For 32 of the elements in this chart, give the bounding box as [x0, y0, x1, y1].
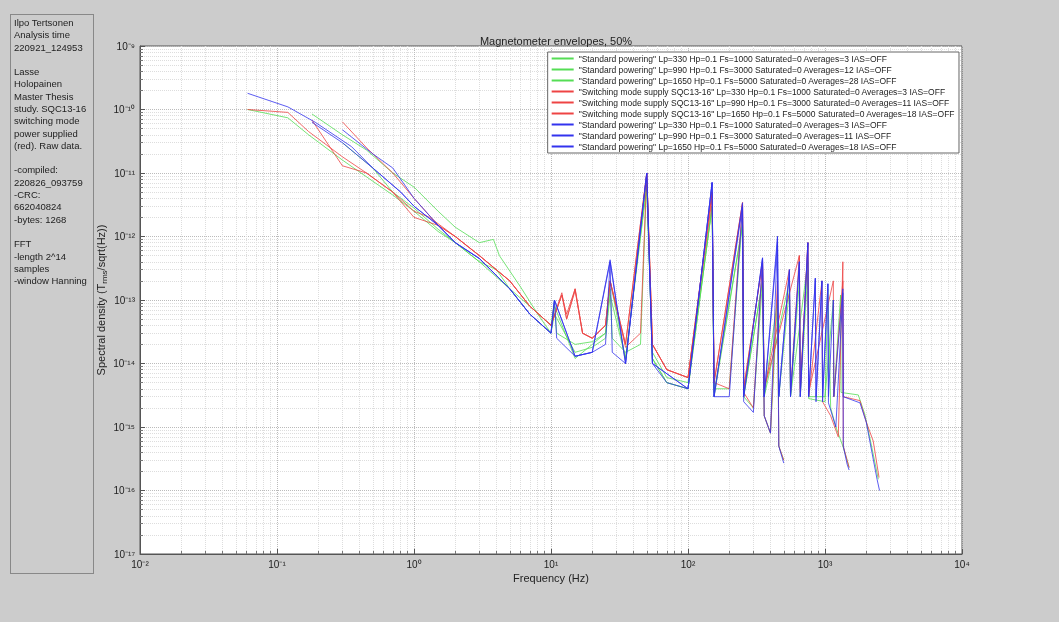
x-tick-label: 10² [680, 558, 696, 570]
x-tick-label: 10⁰ [406, 558, 422, 570]
y-tick-label: 10⁻¹⁶ [113, 485, 135, 496]
y-tick-label: 10⁻¹⁰ [113, 104, 135, 115]
x-tick-label: 10⁴ [954, 558, 970, 570]
text: FFT -length 2^14 samples -window Hanning [14, 238, 88, 288]
text: Ilpo Tertsonen Analysis time 220921_124953 [14, 17, 84, 55]
legend-label: "Standard powering" Lp=330 Hp=0.1 Fs=1000 Saturated=0 Averages=3 IAS=OFF [578, 119, 887, 130]
y-tick-label: 10⁻¹⁷ [113, 548, 136, 560]
legend-label: "Standard powering" Lp=990 Hp=0.1 Fs=3000 Saturated=0 Averages=11 IAS=OFF [578, 130, 892, 141]
legend-label: "Switching mode supply SQC13-16" Lp=330 Hp=0.1 Fs=1000 Saturated=0 Averages=3 IAS=OFF [578, 86, 946, 97]
y-tick-label: 10⁻¹⁵ [113, 421, 135, 433]
y-tick-label: 10⁻¹² [114, 231, 136, 242]
x-tick-label: 10⁻² [131, 558, 150, 570]
legend-label: "Standard powering" Lp=330 Hp=0.1 Fs=1000 Saturated=0 Averages=3 IAS=OFF [578, 53, 887, 64]
x-tick-label: 10¹ [543, 558, 559, 570]
y-tick-label: 10⁻¹⁴ [113, 358, 135, 369]
legend-label: "Switching mode supply SQC13-16" Lp=990 Hp=0.1 Fs=3000 Saturated=0 Averages=11 IAS=OFF [578, 97, 950, 108]
x-axis-title: Frequency (Hz) [513, 571, 589, 584]
x-tick-label: 10⁻¹ [268, 558, 287, 570]
text: Lasse Holopainen Master Thesis study. SQC13-16 switching mode power supplied (red). Raw data. [14, 66, 88, 153]
chart-title: Magnetometer envelopes, 50% [479, 34, 633, 47]
y-tick-label: 10⁻¹¹ [114, 167, 136, 179]
legend-label: "Standard powering" Lp=1650 Hp=0.1 Fs=5000 Saturated=0 Averages=28 IAS=OFF [578, 75, 897, 86]
text: -compiled: 220826_093759 -CRC: 662040824 -bytes: 1268 [14, 164, 84, 227]
legend-label: "Switching mode supply SQC13-16" Lp=1650 Hp=0.1 Fs=5000 Saturated=0 Averages=18 IAS=OFF [578, 108, 955, 119]
x-tick-label: 10³ [817, 558, 833, 570]
y-axis-title: Spectral density (Trms/sqrt(Hz)) [95, 224, 109, 376]
y-tick-label: 10⁻⁹ [116, 40, 135, 52]
legend-label: "Standard powering" Lp=1650 Hp=0.1 Fs=5000 Saturated=0 Averages=18 IAS=OFF [578, 141, 897, 152]
y-tick-label: 10⁻¹³ [114, 294, 136, 306]
legend-label: "Standard powering" Lp=990 Hp=0.1 Fs=3000 Saturated=0 Averages=12 IAS=OFF [578, 64, 892, 75]
